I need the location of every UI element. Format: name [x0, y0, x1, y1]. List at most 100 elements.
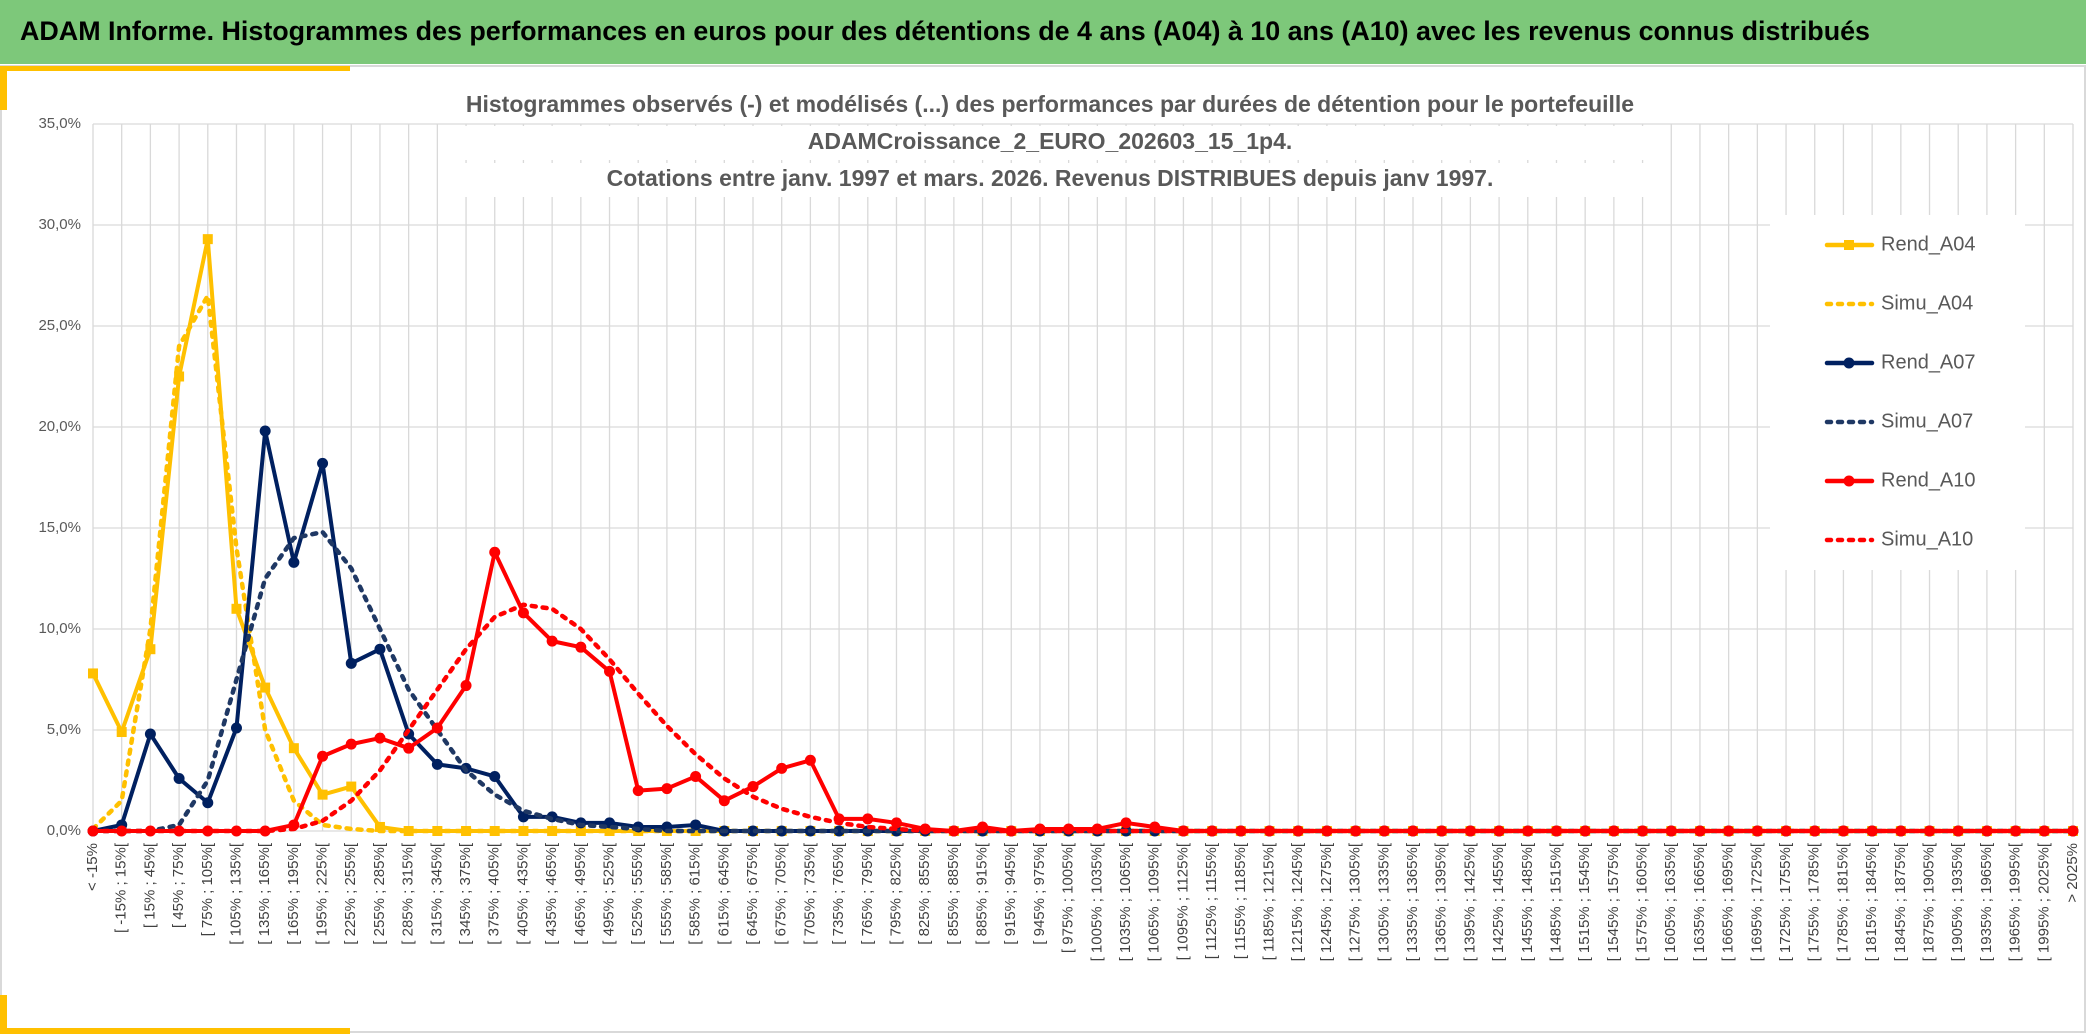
legend-label: Rend_A07 — [1881, 351, 1976, 373]
marker — [288, 743, 299, 754]
x-tick-label: [ 1125% ; 1155%[ — [1203, 842, 1220, 959]
marker — [575, 641, 587, 653]
x-tick-label: [ 1515% ; 1545%[ — [1576, 842, 1593, 961]
marker — [431, 722, 443, 734]
x-tick-label: [ 885% ; 915%[ — [974, 842, 991, 945]
x-tick-label: [ 135% ; 165%[ — [256, 842, 273, 945]
x-tick-label: [ 1845% ; 1875%[ — [1892, 842, 1909, 961]
y-tick-label: 10,0% — [38, 620, 81, 637]
marker — [202, 234, 213, 245]
marker — [345, 738, 357, 750]
y-tick-label: 20,0% — [38, 418, 81, 435]
chart-title: Histogrammes observés (-) et modélisés (… — [466, 91, 1634, 117]
x-tick-label: [ 1665% ; 1695%[ — [1720, 842, 1737, 961]
y-tick-label: 15,0% — [38, 519, 81, 536]
marker — [116, 727, 127, 738]
x-tick-label: [ 1275% ; 1305%[ — [1347, 842, 1364, 961]
x-tick-label: [ 1635% ; 1665%[ — [1691, 842, 1708, 961]
x-tick-label: [ 285% ; 315%[ — [400, 842, 417, 945]
y-tick-label: 25,0% — [38, 317, 81, 334]
marker — [690, 770, 702, 782]
x-tick-label: [ 45% ; 75%[ — [170, 842, 187, 928]
marker — [718, 795, 730, 807]
legend-label: Simu_A07 — [1881, 410, 1973, 432]
marker — [173, 772, 185, 784]
x-tick-label: [ 15% ; 45%[ — [141, 842, 158, 928]
marker — [346, 781, 357, 792]
marker — [1177, 825, 1189, 837]
x-tick-label: [ 1425% ; 1455%[ — [1490, 842, 1507, 961]
x-tick-label: [ 465% ; 495%[ — [572, 842, 589, 945]
chart-title: Cotations entre janv. 1997 et mars. 2026… — [607, 165, 1494, 191]
x-tick-label: [ 165% ; 195%[ — [285, 842, 302, 945]
header-title: ADAM Informe. Histogrammes des performan… — [20, 16, 1870, 46]
series-line — [90, 602, 2076, 834]
marker — [776, 762, 788, 774]
marker — [431, 758, 443, 770]
marker — [144, 728, 156, 740]
x-tick-label: [ 315% ; 345%[ — [428, 842, 445, 945]
x-tick-label: [ 915% ; 945%[ — [1002, 842, 1019, 945]
x-tick-label: [ 525% ; 555%[ — [629, 842, 646, 945]
x-tick-label: [ 495% ; 525%[ — [600, 842, 617, 945]
y-tick-label: 0,0% — [47, 822, 81, 839]
y-tick-label: 5,0% — [47, 721, 81, 738]
x-tick-label: [ 1755% ; 1785%[ — [1806, 842, 1823, 961]
marker — [862, 813, 874, 825]
marker — [174, 371, 185, 382]
x-tick-label: < -15% — [84, 843, 101, 891]
x-tick-label: [ 225% ; 255%[ — [342, 842, 359, 945]
marker — [948, 825, 960, 837]
marker — [460, 680, 472, 692]
marker — [804, 754, 816, 766]
legend-label: Rend_A10 — [1881, 469, 1976, 491]
x-tick-label: [ 1335% ; 1365%[ — [1404, 842, 1421, 961]
series-line — [91, 550, 2075, 833]
legend-marker — [1843, 475, 1855, 487]
marker — [317, 789, 328, 800]
x-tick-label: [ 1485% ; 1515%[ — [1547, 842, 1564, 961]
marker — [517, 607, 529, 619]
legend-background — [1770, 215, 2025, 570]
x-tick-label: [ 945% ; 975%[ — [1031, 842, 1048, 945]
x-tick-label: [ 855% ; 885%[ — [945, 842, 962, 945]
x-tick-label: [ 1725% ; 1755%[ — [1777, 842, 1794, 961]
x-tick-label: [ 1005% ; 1035%[ — [1088, 842, 1105, 961]
header-bar — [0, 0, 2086, 64]
x-tick-label: [ 1245% ; 1275%[ — [1318, 842, 1335, 961]
title-background — [440, 126, 1650, 160]
x-tick-label: [ 1215% ; 1245%[ — [1289, 842, 1306, 961]
legend-label: Simu_A04 — [1881, 292, 1973, 314]
x-tick-label: [ 255% ; 285%[ — [371, 842, 388, 945]
marker — [259, 825, 271, 837]
accent — [0, 66, 350, 71]
marker — [259, 425, 271, 437]
accent — [0, 66, 7, 110]
x-tick-label: [ 435% ; 465%[ — [543, 842, 560, 945]
legend-marker — [1843, 357, 1855, 369]
marker — [890, 817, 902, 829]
x-tick-label: [ 1065% ; 1095%[ — [1146, 842, 1163, 961]
x-tick-label: [ 825% ; 855%[ — [916, 842, 933, 945]
marker — [230, 722, 242, 734]
x-tick-label: [ 765% ; 795%[ — [859, 842, 876, 945]
x-tick-label: [ 1995% ; 2025%[ — [2035, 842, 2052, 961]
marker — [1837, 825, 1849, 837]
x-tick-label: [ 1365% ; 1395%[ — [1433, 842, 1450, 961]
marker — [747, 781, 759, 793]
marker — [145, 644, 156, 655]
marker — [489, 546, 501, 558]
marker — [88, 668, 98, 679]
marker — [489, 770, 501, 782]
x-tick-label: [ 1305% ; 1335%[ — [1375, 842, 1392, 961]
x-tick-label: [ 75% ; 105%[ — [199, 842, 216, 936]
marker — [661, 783, 673, 795]
marker — [1321, 825, 1333, 837]
x-tick-label: [ 1455% ; 1485%[ — [1519, 842, 1536, 961]
marker — [547, 826, 558, 836]
marker — [374, 732, 386, 744]
legend-label: Rend_A04 — [1881, 233, 1976, 255]
x-tick-label: [ 615% ; 645%[ — [715, 842, 732, 945]
x-tick-label: [ 1935% ; 1965%[ — [1978, 842, 1995, 961]
